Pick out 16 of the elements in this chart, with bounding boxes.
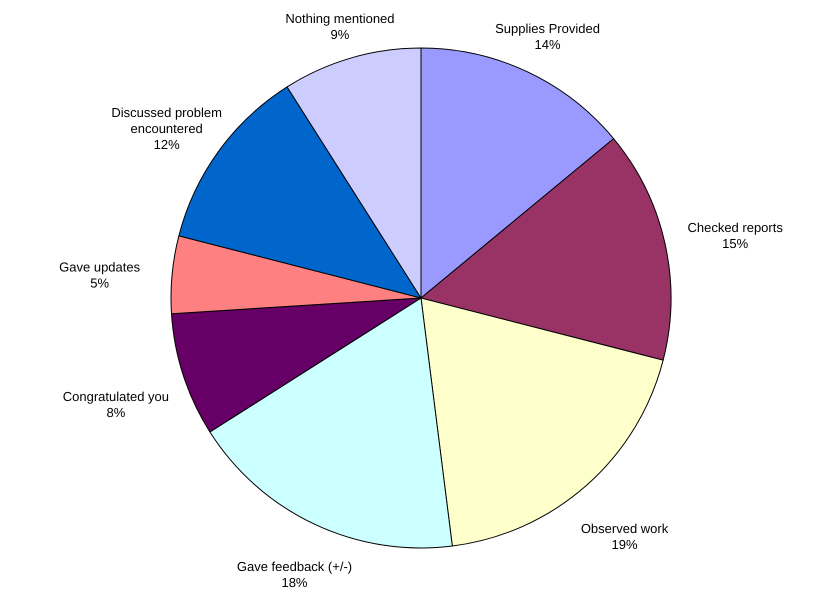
data-label: 19% — [612, 536, 638, 552]
data-label: 5% — [90, 276, 110, 291]
slice-label: Checked reports — [687, 220, 784, 235]
data-label: 18% — [281, 574, 308, 590]
slice-label: Nothing mentioned — [285, 10, 395, 26]
data-label: 14% — [534, 37, 561, 52]
slice-label: Congratulated you — [62, 389, 170, 404]
data-label: 9% — [330, 26, 350, 42]
data-label: 15% — [722, 236, 749, 251]
slice-label: Supplies Provided — [495, 21, 600, 36]
slice-label: Observed work — [580, 520, 669, 536]
slice-label: Gave feedback (+/-) — [236, 558, 352, 574]
data-label: 8% — [106, 405, 126, 420]
data-label: 12% — [154, 137, 180, 152]
slice-label: Gave updates — [59, 260, 141, 275]
slice-label: Discussed problem encountered — [111, 105, 222, 136]
